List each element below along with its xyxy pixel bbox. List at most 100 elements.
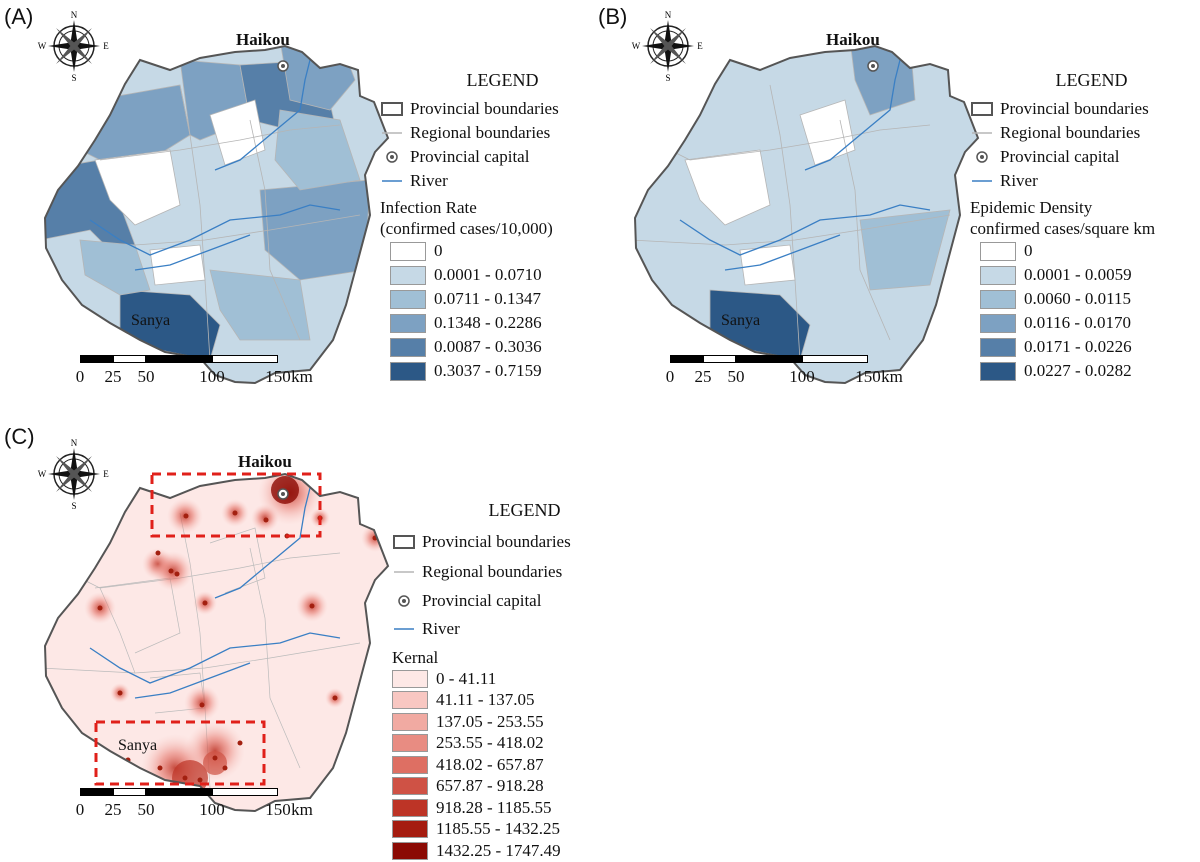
legend-class: 0.0171 - 0.0226 bbox=[970, 335, 1198, 359]
legend-item: Provincial boundaries bbox=[380, 97, 610, 121]
scale-tick: 25 bbox=[104, 367, 122, 386]
scale-tick: 0 bbox=[75, 800, 85, 819]
legend-class: 0 bbox=[970, 239, 1198, 263]
legend-a: LEGEND Provincial boundaries Regional bo… bbox=[380, 70, 610, 383]
region-east bbox=[859, 209, 951, 291]
scale-tick: 100 bbox=[789, 367, 815, 386]
legend-class: 0.0060 - 0.0115 bbox=[970, 287, 1198, 311]
legend-item: Provincial capital bbox=[392, 587, 642, 615]
legend-title: LEGEND bbox=[488, 500, 561, 520]
rivers bbox=[679, 59, 931, 271]
scale-tick: 150 bbox=[265, 800, 291, 819]
city-label: Sanya bbox=[721, 312, 761, 329]
map-infection-rate bbox=[44, 45, 389, 384]
legend-item: Provincial capital bbox=[970, 145, 1198, 169]
legend-class: 918.28 - 1185.55 bbox=[392, 797, 642, 819]
legend-class: 0.3037 - 0.7159 bbox=[380, 359, 610, 383]
scale-tick: 0 bbox=[75, 367, 85, 386]
scale-unit: km bbox=[291, 367, 313, 386]
legend-class: 0.0116 - 0.0170 bbox=[970, 311, 1198, 335]
scale-tick: 100 bbox=[199, 367, 225, 386]
scale-bar: 0 25 50 100 150 km bbox=[76, 788, 313, 819]
legend-item: Regional boundaries bbox=[394, 562, 563, 581]
compass-rose-icon: N S E W bbox=[632, 10, 704, 82]
legend-item: River bbox=[394, 619, 460, 638]
region-zero-2 bbox=[209, 99, 266, 166]
hotspot-box-south bbox=[94, 720, 266, 786]
panel-label-c: (C) bbox=[4, 424, 35, 449]
legend-class: 0.0001 - 0.0710 bbox=[380, 263, 610, 287]
scale-tick: 25 bbox=[694, 367, 712, 386]
svg-text:W: W bbox=[38, 469, 47, 479]
scale-tick: 150 bbox=[265, 367, 291, 386]
legend-class: 137.05 - 253.55 bbox=[392, 711, 642, 733]
legend-class: 0.0227 - 0.0282 bbox=[970, 359, 1198, 383]
scale-tick: 50 bbox=[137, 800, 155, 819]
provincial-capital-icon bbox=[277, 488, 289, 500]
scale-bar: 0 25 50 100 150 km bbox=[76, 355, 313, 386]
legend-class: 418.02 - 657.87 bbox=[392, 754, 642, 776]
provincial-capital-icon bbox=[277, 60, 289, 72]
svg-text:E: E bbox=[103, 469, 109, 479]
legend-b: LEGEND Provincial boundaries Regional bo… bbox=[970, 70, 1198, 383]
svg-text:E: E bbox=[697, 41, 703, 51]
panel-label-a: (A) bbox=[4, 4, 34, 29]
legend-class: 0.0001 - 0.0059 bbox=[970, 263, 1198, 287]
compass-rose-icon: N S E W bbox=[38, 10, 110, 82]
scale-tick: 0 bbox=[665, 367, 675, 386]
svg-text:W: W bbox=[632, 41, 641, 51]
legend-class: 0.0711 - 0.1347 bbox=[380, 287, 610, 311]
legend-title: LEGEND bbox=[1055, 70, 1128, 90]
scale-tick: 50 bbox=[137, 367, 155, 386]
scale-tick: 150 bbox=[855, 367, 881, 386]
legend-subtitle: confirmed cases/square km bbox=[970, 219, 1156, 238]
city-label: Sanya bbox=[118, 737, 158, 754]
capital-label: Haikou bbox=[236, 30, 290, 49]
legend-item: Provincial boundaries bbox=[970, 97, 1198, 121]
scale-bar: 0 25 50 100 150 km bbox=[666, 355, 903, 386]
legend-item: Regional boundaries bbox=[972, 123, 1141, 142]
region-zero-2 bbox=[799, 99, 856, 166]
legend-item: Regional boundaries bbox=[382, 123, 551, 142]
scale-tick: 100 bbox=[199, 800, 225, 819]
scale-tick: 50 bbox=[727, 367, 745, 386]
scale-unit: km bbox=[881, 367, 903, 386]
region-zero-3 bbox=[149, 244, 206, 286]
legend-class: 0 bbox=[380, 239, 610, 263]
city-label: Sanya bbox=[131, 312, 171, 329]
capital-label: Haikou bbox=[826, 30, 880, 49]
svg-text:S: S bbox=[71, 501, 76, 510]
svg-text:S: S bbox=[665, 73, 670, 82]
scale-unit: km bbox=[291, 800, 313, 819]
svg-text:S: S bbox=[71, 73, 76, 82]
legend-class: 0 - 41.11 bbox=[392, 668, 642, 690]
legend-class: 657.87 - 918.28 bbox=[392, 776, 642, 798]
region-zero-1 bbox=[684, 149, 771, 226]
rivers bbox=[89, 487, 341, 699]
region-south-west bbox=[79, 239, 151, 296]
svg-text:N: N bbox=[71, 438, 78, 448]
region-zero-1 bbox=[94, 149, 181, 226]
legend-class: 0.1348 - 0.2286 bbox=[380, 311, 610, 335]
legend-item: Provincial capital bbox=[380, 145, 610, 169]
svg-text:N: N bbox=[665, 10, 672, 20]
legend-item: River bbox=[382, 171, 448, 190]
legend-subtitle: Epidemic Density bbox=[970, 198, 1093, 217]
compass-rose-icon: N S E W bbox=[38, 438, 110, 510]
map-epidemic-density bbox=[634, 45, 979, 384]
legend-class: 0.0087 - 0.3036 bbox=[380, 335, 610, 359]
legend-c: LEGEND Provincial boundaries Regional bo… bbox=[392, 500, 642, 862]
legend-class: 253.55 - 418.02 bbox=[392, 733, 642, 755]
legend-item: Provincial boundaries bbox=[392, 527, 642, 557]
svg-text:E: E bbox=[103, 41, 109, 51]
scale-tick: 25 bbox=[104, 800, 122, 819]
legend-class: 1185.55 - 1432.25 bbox=[392, 819, 642, 841]
legend-subtitle: (confirmed cases/10,000) bbox=[380, 219, 553, 238]
legend-class: 1432.25 - 1747.49 bbox=[392, 840, 642, 862]
legend-item: River bbox=[972, 171, 1038, 190]
region-center-east bbox=[274, 109, 361, 191]
svg-text:N: N bbox=[71, 10, 78, 20]
hotspot-box-north bbox=[150, 472, 322, 538]
rivers bbox=[89, 59, 341, 271]
legend-title: LEGEND bbox=[466, 70, 539, 90]
